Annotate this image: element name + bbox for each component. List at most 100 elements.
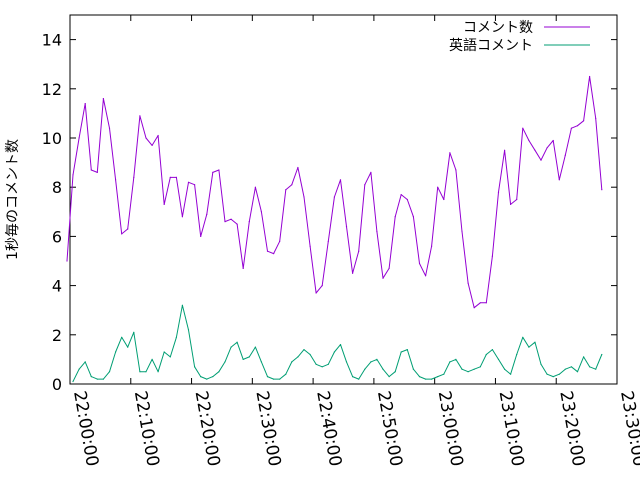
data-point [400, 194, 402, 196]
data-point [194, 184, 196, 186]
series-group [66, 75, 603, 383]
data-point [285, 189, 287, 191]
data-point [352, 376, 354, 378]
data-point [108, 127, 111, 129]
data-point [309, 245, 311, 247]
data-point [78, 368, 80, 370]
data-point [345, 226, 348, 228]
data-point [461, 230, 463, 233]
data-point [242, 358, 244, 360]
data-point [273, 253, 275, 255]
data-point [72, 380, 74, 383]
data-point [358, 250, 360, 252]
x-tick-label: 23:00:00 [434, 389, 467, 468]
data-point [279, 378, 281, 380]
data-point [248, 221, 250, 223]
data-point [437, 186, 439, 188]
x-tick-label: 22:00:00 [69, 389, 102, 468]
data-point [558, 179, 560, 181]
data-point [534, 149, 536, 151]
data-point [327, 363, 329, 365]
data-point [528, 346, 530, 348]
data-point [266, 376, 269, 378]
data-point [115, 179, 117, 181]
data-point [516, 198, 518, 201]
data-point [254, 186, 256, 188]
y-tick-label: 0 [52, 375, 62, 394]
data-point [206, 213, 208, 215]
data-point [260, 211, 262, 213]
data-point [145, 371, 147, 373]
data-point [187, 181, 190, 183]
data-point [169, 356, 171, 358]
data-point [479, 366, 481, 368]
data-point [157, 134, 159, 137]
data-point [194, 366, 196, 368]
y-tick-label: 10 [42, 129, 62, 148]
data-point [491, 255, 493, 257]
data-point [291, 184, 293, 186]
x-tick-label: 22:40:00 [312, 389, 345, 468]
data-point [589, 75, 591, 78]
data-point [485, 353, 487, 356]
data-point [461, 368, 463, 370]
series-line-0 [66, 76, 603, 309]
data-point [497, 358, 500, 360]
data-point [406, 349, 408, 351]
data-point [540, 363, 542, 365]
data-point [497, 191, 500, 193]
data-point [102, 98, 104, 100]
data-point [224, 221, 226, 223]
data-point [218, 169, 220, 171]
data-point [522, 127, 524, 129]
data-point [90, 169, 92, 171]
data-point [552, 376, 554, 378]
data-point [84, 103, 86, 105]
data-point [601, 189, 603, 191]
data-point [540, 159, 542, 161]
data-point [406, 198, 408, 201]
data-point [376, 358, 378, 360]
data-point [589, 366, 591, 368]
data-point [345, 361, 348, 363]
data-point [546, 373, 548, 375]
data-point [394, 371, 396, 373]
x-tick-label: 22:30:00 [251, 389, 284, 468]
data-point [412, 216, 414, 218]
data-point [133, 176, 135, 178]
data-point [266, 250, 269, 252]
data-point [133, 331, 135, 333]
data-point [570, 127, 573, 129]
data-point [157, 371, 159, 373]
data-point [230, 346, 232, 348]
data-point [236, 223, 238, 225]
data-point [315, 363, 317, 365]
y-axis: 0 2 4 6 8 10 12 14 [42, 31, 617, 394]
data-point [418, 376, 421, 378]
data-point [175, 176, 177, 178]
data-point [601, 353, 603, 356]
legend-label: 英語コメント [449, 37, 533, 54]
data-point [291, 361, 293, 363]
data-point [516, 353, 518, 356]
data-point [163, 203, 165, 205]
y-axis-label: 1秒毎のコメント数 [5, 139, 21, 260]
data-point [449, 152, 451, 154]
data-point [200, 235, 202, 237]
data-point [145, 137, 147, 139]
data-point [504, 368, 506, 370]
data-point [206, 378, 208, 380]
y-tick-label: 14 [42, 31, 62, 50]
data-point [437, 376, 439, 378]
legend-label: コメント数 [463, 20, 533, 36]
data-point [431, 245, 433, 247]
plot-frame [69, 14, 618, 385]
data-point [297, 356, 299, 358]
data-point [333, 351, 335, 353]
data-point [121, 233, 123, 235]
data-point [108, 371, 111, 373]
data-point [595, 368, 597, 370]
data-point [412, 368, 414, 370]
